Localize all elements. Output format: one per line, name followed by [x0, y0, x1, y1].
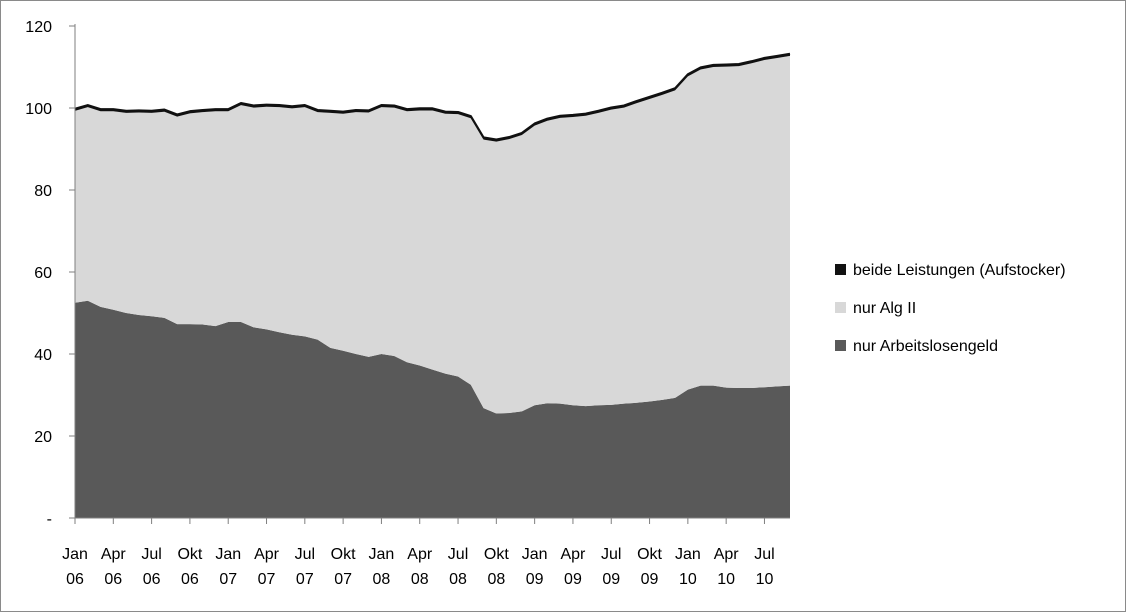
x-tick-label: Apr 09 — [560, 546, 586, 588]
x-tick-label: Jan 10 — [675, 546, 701, 588]
area-edge-beide-leistungen-aufstocker — [74, 52, 791, 141]
x-tick-label: Jan 07 — [215, 546, 241, 588]
legend: beide Leistungen (Aufstocker) nur Alg II n… — [835, 262, 1066, 355]
y-tick-labels: - 20 40 60 80 100 120 — [25, 19, 52, 528]
x-tick-label: Apr 07 — [254, 546, 280, 588]
x-tick-label: Okt 09 — [637, 546, 662, 588]
x-tick-label: Jul 09 — [601, 546, 621, 588]
x-tick-label: Jul 07 — [295, 546, 315, 588]
legend-swatch-beide-leistungen-aufstocker — [835, 264, 846, 275]
x-tick-label: Okt 08 — [484, 546, 509, 588]
x-tick-label: Apr 10 — [714, 546, 740, 588]
y-tick-label: 20 — [34, 429, 52, 446]
y-tick-label: 40 — [34, 347, 52, 364]
x-tick-label: Okt 06 — [177, 546, 202, 588]
x-tick-label: Jan 08 — [369, 546, 395, 588]
axes-layer — [69, 24, 790, 524]
legend-label-nur-alg-ii: nur Alg II — [853, 300, 916, 317]
legend-label-beide-leistungen-aufstocker: beide Leistungen (Aufstocker) — [853, 262, 1066, 279]
x-tick-label: Jul 06 — [141, 546, 161, 588]
x-tick-label: Apr 06 — [101, 546, 127, 588]
y-tick-label: - — [47, 511, 52, 528]
x-tick-label: Jan 09 — [522, 546, 548, 588]
x-tick-labels: Jan 06 Apr 06 Jul 06 Okt 06 Jan 07 Apr 07 Jul 07 Okt 07… — [62, 546, 775, 588]
y-tick-label: 60 — [34, 265, 52, 282]
y-tick-label: 100 — [25, 101, 52, 118]
area-nur-arbeitslosengeld — [75, 300, 790, 518]
legend-swatch-nur-arbeitslosengeld — [835, 340, 846, 351]
x-tick-label: Jul 10 — [754, 546, 774, 588]
y-tick-label: 80 — [34, 183, 52, 200]
legend-swatch-nur-alg-ii — [835, 302, 846, 313]
x-tick-label: Jul 08 — [448, 546, 468, 588]
x-tick-label: Okt 07 — [331, 546, 356, 588]
x-tick-label: Jan 06 — [62, 546, 88, 588]
y-tick-label: 120 — [25, 19, 52, 36]
x-tick-label: Apr 08 — [407, 546, 433, 588]
area-layer — [74, 52, 791, 518]
area-nur-alg-ii — [75, 55, 790, 414]
legend-label-nur-arbeitslosengeld: nur Arbeitslosengeld — [853, 338, 998, 355]
